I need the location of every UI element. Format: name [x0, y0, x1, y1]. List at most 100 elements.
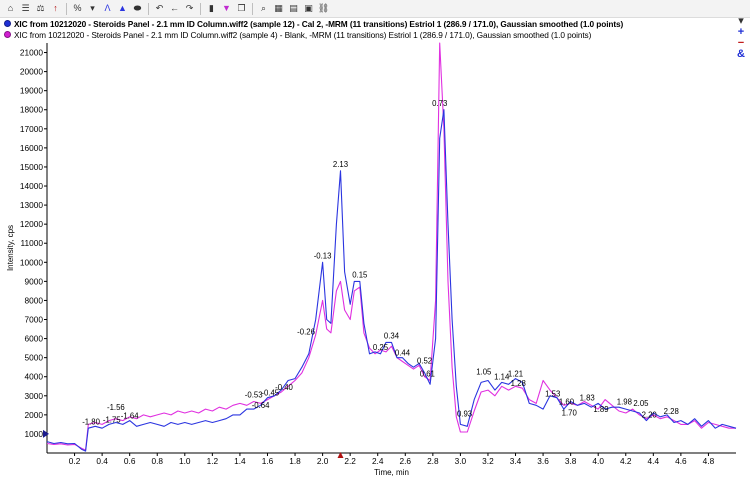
- list-icon[interactable]: ☰: [21, 3, 30, 13]
- x-tick-label: 3.4: [510, 456, 522, 466]
- peak-label: 1.05: [476, 368, 492, 377]
- y-tick-label: 21000: [20, 48, 43, 58]
- peak-label: 0.61: [420, 370, 435, 379]
- peak-label: -0.40: [275, 383, 293, 392]
- x-tick-label: 1.2: [207, 456, 219, 466]
- peak-label: 0.52: [417, 356, 432, 365]
- peak-label: -0.53: [245, 391, 263, 400]
- x-tick-label: 3.8: [565, 456, 577, 466]
- x-tick-label: 1.6: [262, 456, 274, 466]
- peak-label: 1.89: [593, 405, 608, 414]
- bar-icon[interactable]: ▮: [209, 3, 214, 13]
- redo-icon[interactable]: ↷: [185, 3, 194, 13]
- undo-icon[interactable]: ↶: [155, 3, 164, 13]
- peak-label: 1.21: [508, 370, 523, 379]
- cursor-marker-icon: [337, 452, 344, 458]
- link-traces-icon[interactable]: &: [737, 48, 745, 60]
- peak-label: 1.83: [580, 393, 595, 402]
- toolbar-separator: [252, 2, 253, 15]
- x-tick-label: 3.2: [482, 456, 494, 466]
- chart-peak-labels: 0.73 2.13 -0.13 0.15 -0.26 0.34 0.25 0.44 0.52 0.…: [82, 99, 679, 426]
- x-tick-label: 3.6: [537, 456, 549, 466]
- toolbar-separator: [200, 2, 201, 15]
- peak-label: -0.45: [261, 389, 279, 398]
- home-icon[interactable]: ⌂: [7, 3, 14, 13]
- x-tick-label: 2.6: [400, 456, 412, 466]
- peak-label: -0.26: [297, 328, 315, 337]
- y-tick-label: 2000: [25, 410, 44, 420]
- peak-label: 1.14: [494, 372, 510, 381]
- peak-label: 1.70: [562, 409, 578, 418]
- peak-label: -1.64: [121, 412, 139, 421]
- peak-label: -1.80: [82, 417, 100, 426]
- y-tick-label: 13000: [20, 200, 43, 210]
- area-icon[interactable]: ▲: [118, 3, 127, 13]
- trace-legend: XIC from 10212020 - Steroids Panel - 2.1…: [4, 18, 724, 40]
- chevron-down-icon[interactable]: ▾: [738, 15, 744, 27]
- peak-label: 0.44: [395, 349, 411, 358]
- legend-label: XIC from 10212020 - Steroids Panel - 2.1…: [14, 29, 592, 40]
- copy-icon[interactable]: ❐: [237, 3, 246, 13]
- series-line-sample4: [46, 42, 736, 451]
- legend-marker-icon: [4, 20, 11, 27]
- y-tick-label: 9000: [25, 276, 44, 286]
- add-icon[interactable]: +: [737, 26, 745, 38]
- y-tick-label: 16000: [20, 143, 43, 153]
- link-icon[interactable]: ⛓: [317, 3, 330, 13]
- chevron-down-icon[interactable]: ▾: [90, 3, 95, 13]
- back-icon[interactable]: ←: [170, 3, 179, 13]
- y-tick-label: 1000: [25, 429, 44, 439]
- peak-label: 1.60: [559, 397, 575, 406]
- peak-label: 2.20: [642, 411, 658, 420]
- series-line-sample12: [46, 109, 737, 452]
- table-icon[interactable]: ▤: [289, 3, 298, 13]
- legend-label: XIC from 10212020 - Steroids Panel - 2.1…: [14, 18, 624, 29]
- zoom-icon[interactable]: ⌕: [260, 3, 267, 13]
- y-tick-label: 7000: [25, 315, 44, 325]
- x-tick-label: 2.4: [372, 456, 384, 466]
- percent-icon[interactable]: %: [73, 3, 82, 13]
- x-axis-title: Time, min: [374, 468, 409, 477]
- peak-label: -1.75: [103, 415, 121, 424]
- x-tick-label: 0.8: [151, 456, 163, 466]
- x-tick-label: 4.6: [675, 456, 687, 466]
- legend-item[interactable]: XIC from 10212020 - Steroids Panel - 2.1…: [4, 18, 724, 29]
- toolbar-separator: [148, 2, 149, 15]
- peak-label-icon[interactable]: Λ: [104, 3, 111, 13]
- y-tick-label: 10000: [20, 257, 43, 267]
- peak-label: 2.05: [633, 399, 649, 408]
- x-tick-label: 2.2: [344, 456, 356, 466]
- chart-axes: 1000 2000 3000 4000 5000 6000 7000 8000 9000 1000…: [6, 43, 736, 477]
- x-tick-label: 1.4: [234, 456, 246, 466]
- y-tick-label: 4000: [25, 372, 44, 382]
- legend-item[interactable]: XIC from 10212020 - Steroids Panel - 2.1…: [4, 29, 724, 40]
- peak-label: 1.28: [511, 379, 526, 388]
- y-tick-label: 12000: [20, 219, 43, 229]
- peak-label: 2.28: [664, 407, 679, 416]
- y-tick-label: 20000: [20, 67, 43, 77]
- peak-label: -0.64: [252, 401, 270, 410]
- y-tick-label: 11000: [21, 238, 44, 248]
- x-tick-label: 2.0: [317, 456, 329, 466]
- x-tick-label: 0.4: [96, 456, 108, 466]
- x-tick-label: 4.8: [703, 456, 715, 466]
- y-axis-title: Intensity, cps: [6, 225, 15, 271]
- y-tick-label: 6000: [25, 334, 44, 344]
- peak-label: 0.34: [384, 331, 400, 340]
- marker-icon[interactable]: ▼: [222, 3, 231, 13]
- scale-icon[interactable]: ⚖: [36, 3, 45, 13]
- peak-label: 2.13: [333, 160, 348, 169]
- grid-icon[interactable]: ▦: [274, 3, 283, 13]
- y-tick-label: 19000: [20, 86, 43, 96]
- x-tick-label: 0.6: [124, 456, 136, 466]
- remove-icon[interactable]: −: [737, 37, 745, 49]
- arrow-up-icon[interactable]: ↑: [53, 3, 58, 13]
- peak-label: 0.73: [432, 99, 447, 108]
- trace-side-controls: ▾ + − &: [735, 15, 747, 60]
- chart-markers: [43, 429, 344, 458]
- window-icon[interactable]: ▣: [304, 3, 313, 13]
- y-tick-label: 3000: [25, 391, 44, 401]
- x-tick-label: 1.8: [289, 456, 301, 466]
- y-tick-label: 18000: [20, 105, 43, 115]
- pill-icon[interactable]: ⬬: [133, 3, 142, 13]
